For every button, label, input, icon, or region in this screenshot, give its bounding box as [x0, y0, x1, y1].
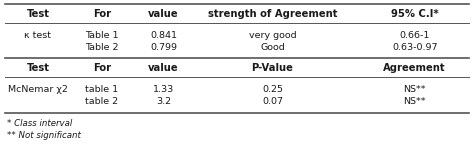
Text: 1.33: 1.33	[153, 85, 174, 93]
Text: table 2: table 2	[85, 98, 118, 106]
Text: Test: Test	[27, 9, 49, 19]
Text: 0.799: 0.799	[150, 42, 177, 51]
Text: Agreement: Agreement	[383, 63, 446, 73]
Text: value: value	[148, 9, 179, 19]
Text: NS**: NS**	[403, 98, 426, 106]
Text: 0.25: 0.25	[262, 85, 283, 93]
Text: κ test: κ test	[25, 31, 51, 40]
Text: Table 2: Table 2	[85, 42, 118, 51]
Text: P-Value: P-Value	[252, 63, 293, 73]
Text: For: For	[93, 9, 111, 19]
Text: 3.2: 3.2	[156, 98, 171, 106]
Text: Test: Test	[27, 63, 49, 73]
Text: ** Not significant: ** Not significant	[7, 130, 81, 140]
Text: For: For	[93, 63, 111, 73]
Text: 0.66-1: 0.66-1	[400, 31, 430, 40]
Text: strength of Agreement: strength of Agreement	[208, 9, 337, 19]
Text: 0.07: 0.07	[262, 98, 283, 106]
Text: NS**: NS**	[403, 85, 426, 93]
Text: Good: Good	[260, 42, 285, 51]
Text: 95% C.I*: 95% C.I*	[391, 9, 438, 19]
Text: 0.841: 0.841	[150, 31, 177, 40]
Text: 0.63-0.97: 0.63-0.97	[392, 42, 438, 51]
Text: very good: very good	[249, 31, 296, 40]
Text: table 1: table 1	[85, 85, 118, 93]
Text: Table 1: Table 1	[85, 31, 118, 40]
Text: McNemar χ2: McNemar χ2	[8, 85, 68, 93]
Text: value: value	[148, 63, 179, 73]
Text: * Class interval: * Class interval	[7, 119, 73, 127]
